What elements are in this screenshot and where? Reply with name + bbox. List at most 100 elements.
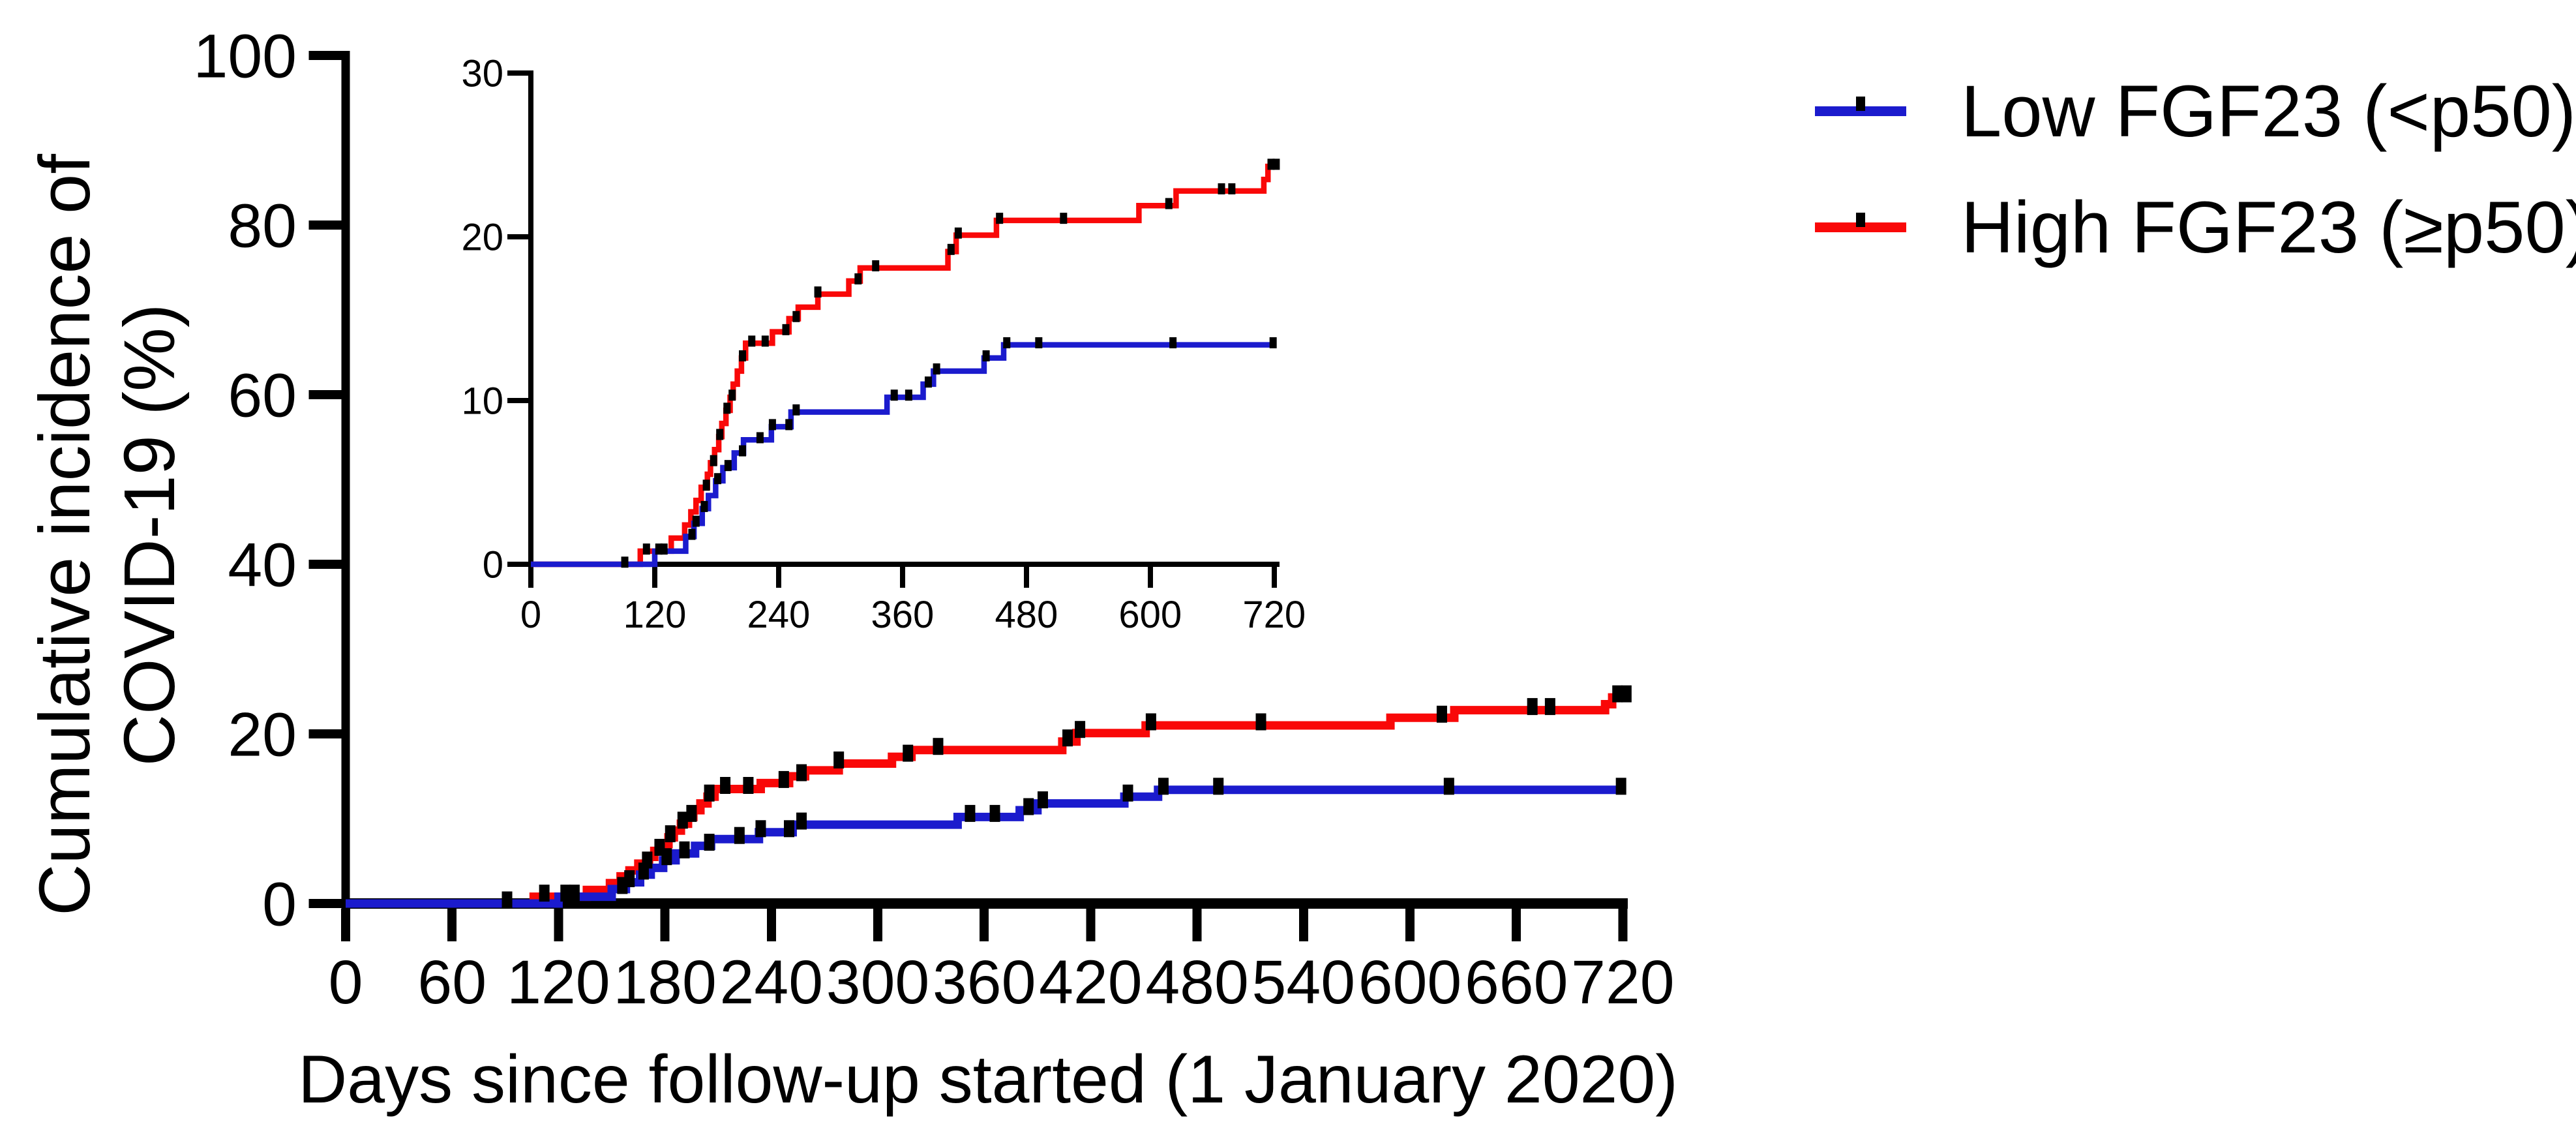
inset-censor-tick bbox=[655, 543, 663, 555]
main-censor-tick bbox=[734, 827, 745, 844]
main-curve-high-fgf23 bbox=[346, 693, 1626, 908]
main-x-tick-label: 60 bbox=[417, 948, 487, 1017]
main-censor-tick bbox=[704, 834, 715, 851]
censor-tick-icon bbox=[1856, 212, 1865, 227]
main-censor-tick bbox=[796, 812, 807, 830]
legend: Low FGF23 (<p50) High FGF23 (≥p50) bbox=[1815, 62, 2576, 294]
main-y-tick-label: 20 bbox=[228, 700, 297, 769]
main-y-tick bbox=[308, 560, 342, 569]
inset-censor-tick bbox=[1035, 337, 1043, 348]
inset-x-tick bbox=[1271, 567, 1277, 588]
main-x-tick-label: 720 bbox=[1571, 948, 1675, 1017]
inset-x-tick-label: 120 bbox=[623, 594, 687, 636]
inset-censor-tick bbox=[1060, 213, 1068, 224]
inset-censor-tick bbox=[933, 363, 940, 375]
main-x-tick-label: 420 bbox=[1039, 948, 1143, 1017]
inset-censor-tick bbox=[905, 389, 912, 401]
main-censor-tick bbox=[665, 825, 676, 843]
censor-tick-icon bbox=[1856, 96, 1865, 111]
main-y-tick bbox=[308, 729, 342, 738]
inset-censor-tick bbox=[947, 243, 955, 255]
inset-censor-tick bbox=[768, 419, 776, 431]
inset-x-tick-label: 360 bbox=[871, 594, 934, 636]
inset-censor-tick bbox=[710, 455, 717, 466]
inset-censor-tick bbox=[782, 324, 790, 335]
main-censor-tick bbox=[624, 870, 635, 887]
inset-x-tick bbox=[1147, 567, 1153, 588]
inset-censor-tick bbox=[761, 335, 769, 347]
inset-censor-tick bbox=[739, 350, 747, 361]
main-censor-tick bbox=[1436, 705, 1447, 723]
inset-x-tick-label: 240 bbox=[747, 594, 811, 636]
main-censor-tick bbox=[1443, 778, 1454, 795]
inset-y-tick bbox=[507, 398, 528, 403]
high-fgf23-line-swatch bbox=[1815, 212, 1906, 232]
legend-item-low-fgf23: Low FGF23 (<p50) bbox=[1815, 62, 2576, 160]
main-y-tick-label: 80 bbox=[228, 191, 297, 260]
inset-censor-tick bbox=[688, 528, 696, 540]
main-censor-tick bbox=[833, 752, 845, 768]
main-censor-tick bbox=[755, 820, 766, 838]
inset-censor-tick bbox=[792, 311, 800, 322]
main-censor-tick bbox=[778, 770, 789, 788]
main-x-tick-label: 600 bbox=[1358, 948, 1462, 1017]
main-x-tick bbox=[660, 909, 670, 941]
inset-censor-tick bbox=[890, 389, 898, 401]
main-x-tick-label: 120 bbox=[507, 948, 610, 1017]
inset-censor-tick bbox=[716, 429, 724, 440]
main-x-tick-label: 540 bbox=[1252, 948, 1356, 1017]
main-censor-tick bbox=[1145, 713, 1156, 731]
inset-censor-tick bbox=[814, 286, 822, 298]
inset-censor-tick bbox=[700, 500, 708, 512]
inset-censor-tick bbox=[924, 376, 932, 388]
inset-censor-tick bbox=[660, 543, 668, 555]
main-x-tick bbox=[873, 909, 882, 941]
main-y-tick-label: 60 bbox=[228, 361, 297, 430]
main-x-tick bbox=[1298, 909, 1308, 941]
inset-censor-tick bbox=[1169, 337, 1177, 348]
inset-censor-tick bbox=[1165, 198, 1173, 209]
main-censor-tick bbox=[1527, 698, 1538, 716]
inset-x-tick bbox=[528, 567, 533, 588]
inset-censor-tick bbox=[792, 404, 800, 416]
inset-y-tick-label: 10 bbox=[461, 380, 503, 422]
main-censor-tick bbox=[1158, 778, 1169, 795]
inset-x-tick bbox=[651, 567, 657, 588]
main-y-tick-label: 100 bbox=[193, 22, 297, 91]
main-censor-tick bbox=[1621, 685, 1632, 703]
main-censor-tick bbox=[1255, 713, 1266, 731]
legend-label: Low FGF23 (<p50) bbox=[1961, 70, 2576, 152]
y-axis-title: Cumulative incidence of COVID-19 (%) bbox=[23, 130, 190, 939]
main-censor-tick bbox=[704, 784, 715, 802]
inset-censor-tick bbox=[702, 479, 710, 491]
inset-censor-tick bbox=[872, 260, 880, 271]
inset-censor-tick bbox=[728, 389, 736, 401]
inset-censor-tick bbox=[785, 419, 793, 431]
main-censor-tick bbox=[1213, 778, 1224, 795]
inset-censor-tick bbox=[1003, 337, 1011, 348]
main-y-tick-label: 40 bbox=[228, 530, 297, 600]
main-x-tick bbox=[766, 909, 776, 941]
inset-y-tick-label: 20 bbox=[461, 216, 503, 258]
inset-censor-tick bbox=[739, 445, 747, 457]
main-censor-tick bbox=[1122, 784, 1133, 802]
inset-censor-tick bbox=[723, 402, 731, 414]
inset-censor-tick bbox=[854, 273, 862, 285]
main-censor-tick bbox=[638, 862, 649, 880]
inset-x-tick bbox=[899, 567, 905, 588]
main-x-tick bbox=[1512, 909, 1521, 941]
inset-x-tick bbox=[1023, 567, 1029, 588]
main-censor-tick bbox=[1023, 798, 1034, 815]
inset-y-axis-spine bbox=[528, 70, 533, 567]
inset-censor-tick bbox=[954, 227, 962, 239]
main-censor-tick bbox=[743, 777, 754, 794]
main-censor-tick bbox=[686, 804, 697, 822]
main-censor-tick bbox=[1612, 685, 1623, 703]
main-censor-tick bbox=[677, 812, 688, 829]
main-y-tick bbox=[308, 220, 342, 230]
inset-censor-tick bbox=[756, 432, 764, 444]
inset-y-tick bbox=[507, 234, 528, 239]
main-x-tick-label: 0 bbox=[329, 948, 363, 1017]
main-censor-tick bbox=[933, 738, 944, 755]
